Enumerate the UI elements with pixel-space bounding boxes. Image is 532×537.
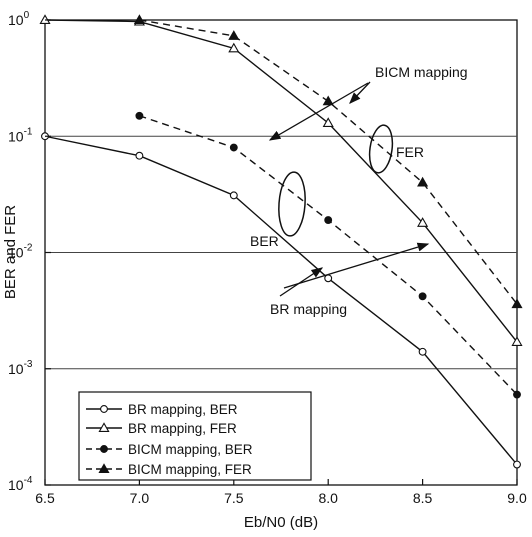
- data-point: [511, 298, 523, 309]
- data-point: [133, 14, 145, 25]
- x-tick-label: 7.0: [130, 490, 150, 506]
- br-arrow-2: [283, 242, 430, 289]
- legend-label: BICM mapping, FER: [128, 462, 252, 477]
- data-point: [135, 111, 144, 120]
- series-line: [44, 135, 518, 465]
- annotation-bicm-mapping: BICM mapping: [375, 64, 468, 80]
- ticks: 6.5 7.0 7.5 8.0 8.5 9.0 100 10-1 10-2 10-3 10-4: [8, 10, 527, 506]
- data-point: [228, 42, 240, 53]
- y-tick-label: 10-4: [8, 475, 33, 493]
- data-point: [417, 217, 429, 227]
- data-point: [98, 463, 110, 474]
- x-tick-label: 8.0: [318, 490, 338, 506]
- br-arrow-1: [279, 267, 324, 297]
- annotation-ber: BER: [250, 233, 279, 249]
- data-point: [513, 460, 521, 469]
- legend-label: BR mapping, BER: [128, 402, 238, 417]
- x-tick-label: 6.5: [35, 490, 55, 506]
- data-point: [322, 95, 334, 106]
- legend: BR mapping, BER BR mapping, FER BICM mappi…: [78, 391, 312, 481]
- y-tick-label: 10-2: [8, 243, 33, 261]
- y-tick-label: 100: [8, 10, 30, 28]
- bicm-arrow-2: [268, 82, 369, 141]
- data-point: [417, 176, 429, 187]
- data-point: [513, 390, 521, 399]
- data-point: [324, 274, 333, 283]
- data-point: [324, 216, 333, 225]
- legend-label: BICM mapping, BER: [128, 442, 253, 457]
- series-layer: [39, 14, 523, 469]
- data-point: [135, 151, 144, 160]
- data-point: [418, 347, 427, 356]
- data-point: [228, 30, 240, 40]
- y-axis-label: BER and FER: [2, 205, 19, 299]
- data-point: [322, 117, 334, 128]
- ber-ellipse: [278, 171, 306, 237]
- series-line: [44, 19, 518, 343]
- x-tick-label: 7.5: [224, 490, 244, 506]
- annotation-fer: FER: [396, 144, 424, 160]
- bicm-arrow-1: [349, 81, 371, 104]
- x-tick-label: 8.5: [413, 490, 433, 506]
- data-point: [100, 445, 108, 453]
- fer-ellipse: [368, 124, 394, 174]
- x-axis-label: Eb/N0 (dB): [244, 514, 318, 531]
- y-tick-label: 10-3: [8, 359, 33, 377]
- data-point: [98, 422, 110, 433]
- data-point: [511, 336, 523, 346]
- y-tick-label: 10-1: [8, 126, 33, 144]
- legend-label: BR mapping, FER: [128, 421, 237, 436]
- data-point: [100, 405, 108, 413]
- data-point: [418, 292, 427, 301]
- legend-box: [78, 391, 312, 481]
- data-point: [229, 143, 238, 152]
- x-tick-label: 9.0: [507, 490, 527, 506]
- data-point: [229, 191, 238, 200]
- annotation-br-mapping: BR mapping: [270, 301, 347, 317]
